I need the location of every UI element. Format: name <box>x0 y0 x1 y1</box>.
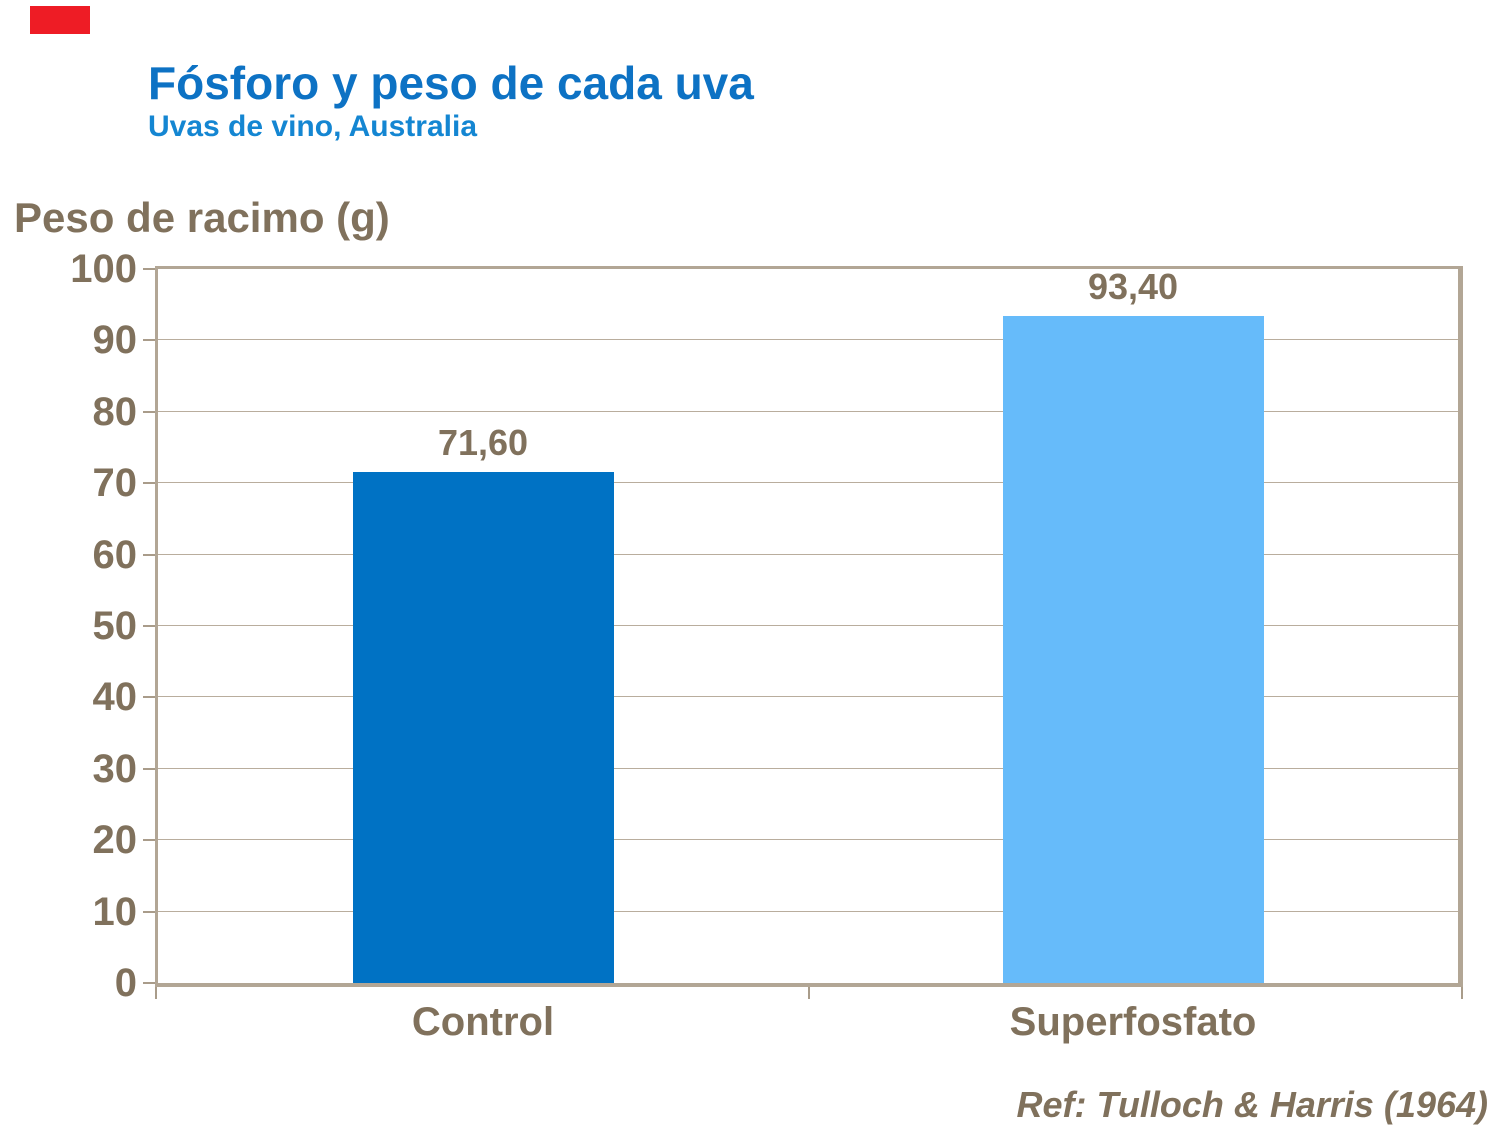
y-tick-mark <box>143 553 155 556</box>
gridline <box>158 910 1458 912</box>
y-tick-mark <box>143 696 155 699</box>
bar-value-label: 71,60 <box>437 421 529 463</box>
bar-value-label: 93,40 <box>1087 266 1179 308</box>
gridline <box>158 410 1458 412</box>
y-axis-title: Peso de racimo (g) <box>14 194 390 241</box>
gridline <box>158 696 1458 698</box>
category-label-control: Control <box>411 1000 555 1044</box>
y-tick-mark <box>143 268 155 270</box>
y-tick-mark <box>143 982 155 984</box>
chart-title: Fósforo y peso de cada uva <box>148 57 754 109</box>
x-tick-mark <box>155 987 157 999</box>
y-tick-label: 100 <box>70 247 137 291</box>
y-axis-tick-marks <box>143 268 155 984</box>
category-label-superfosfato: Superfosfato <box>1009 1000 1257 1044</box>
red-accent-box <box>30 6 90 34</box>
y-tick-mark <box>143 767 155 770</box>
y-tick-label: 0 <box>114 961 137 1005</box>
x-tick-mark <box>808 987 810 999</box>
x-tick-mark <box>1461 987 1463 999</box>
gridline <box>158 482 1458 484</box>
y-tick-mark <box>143 482 155 485</box>
gridline <box>158 339 1458 341</box>
bar-superfosfato <box>1002 316 1264 983</box>
y-tick-mark <box>143 625 155 627</box>
chart-subtitle: Uvas de vino, Australia <box>148 110 478 143</box>
y-tick-label: 20 <box>92 818 138 863</box>
y-tick-label: 70 <box>92 461 138 506</box>
y-tick-label: 10 <box>92 889 138 934</box>
gridline <box>158 553 1458 555</box>
y-tick-label: 50 <box>92 604 138 648</box>
y-tick-label: 90 <box>92 318 138 363</box>
y-tick-mark <box>143 910 155 913</box>
y-tick-mark <box>143 839 155 842</box>
y-tick-label: 60 <box>92 532 138 577</box>
gridline <box>158 839 1458 841</box>
gridline <box>158 767 1458 769</box>
y-tick-label: 30 <box>92 746 138 791</box>
y-tick-mark <box>143 410 155 413</box>
y-tick-label: 40 <box>92 675 138 720</box>
y-tick-label: 80 <box>92 389 138 434</box>
bar-control <box>352 471 614 983</box>
x-axis-tick-marks <box>0 987 1501 1001</box>
reference-citation: Ref: Tulloch & Harris (1964) <box>1016 1084 1488 1125</box>
plot-area: 71,60 93,40 <box>155 266 1463 987</box>
y-tick-mark <box>143 339 155 342</box>
y-axis-tick-labels: 0 10 20 30 40 50 60 70 80 90 100 <box>0 247 138 1005</box>
gridline <box>158 625 1458 626</box>
